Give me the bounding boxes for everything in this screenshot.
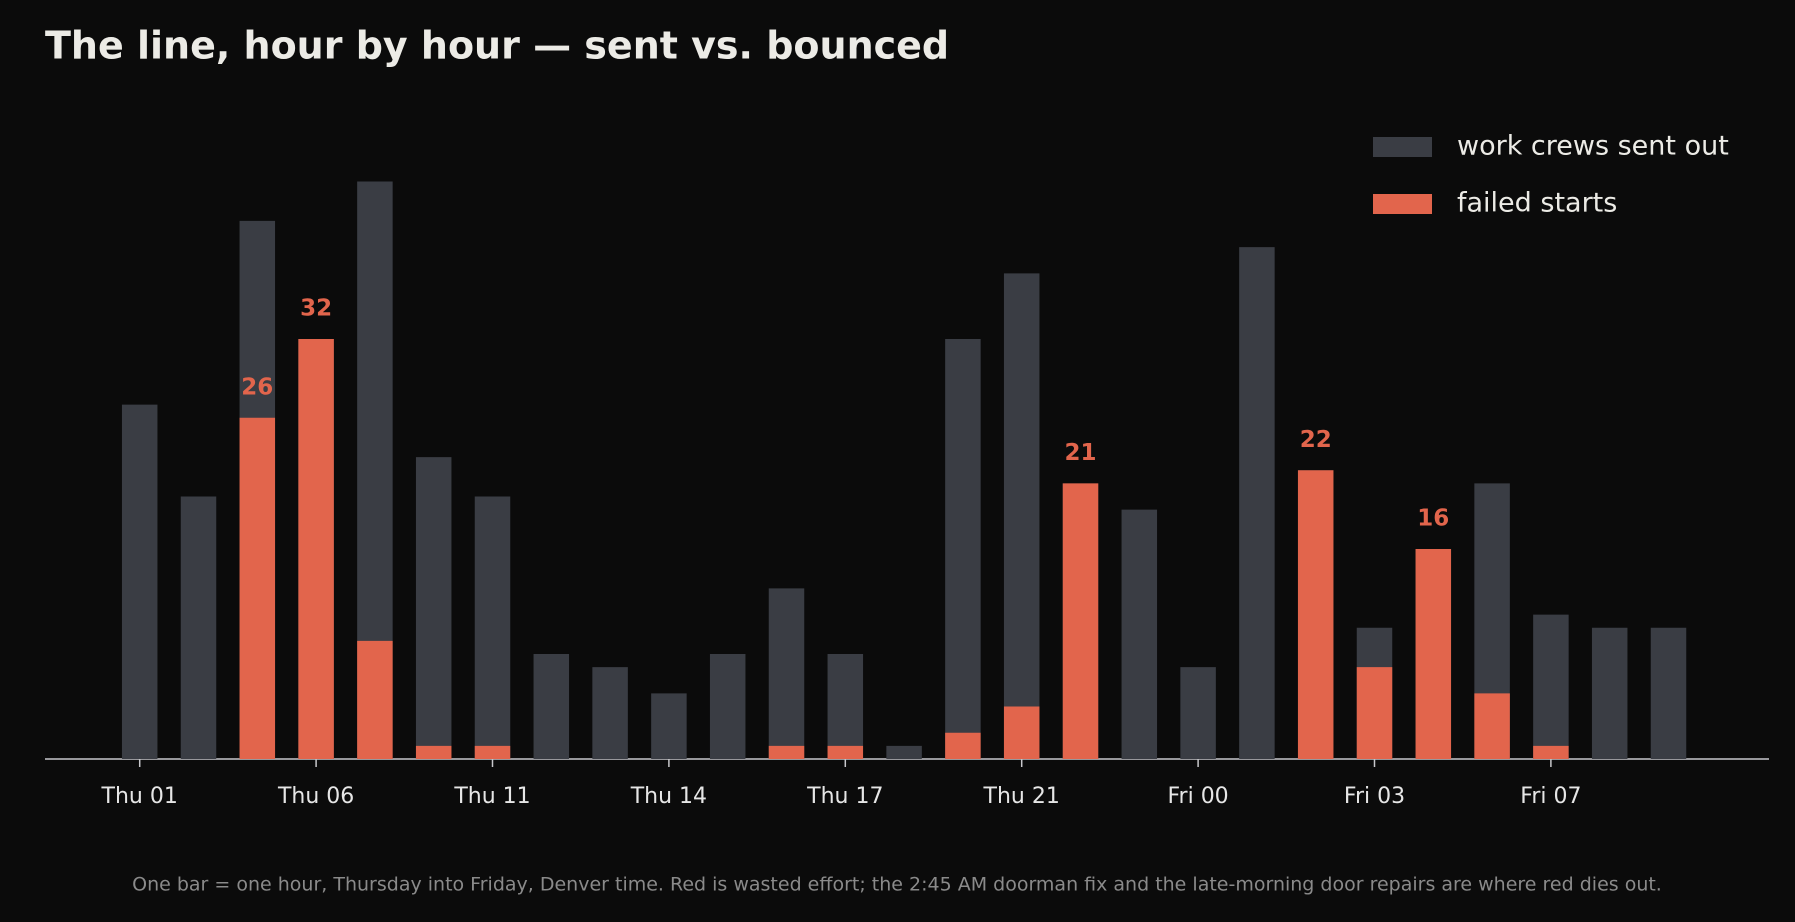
bar	[357, 640, 393, 759]
bar	[1121, 509, 1158, 759]
bar	[1003, 273, 1040, 759]
bar	[1474, 693, 1510, 759]
bar	[886, 745, 922, 759]
bar	[415, 457, 452, 759]
bar	[533, 654, 570, 759]
bar	[709, 654, 746, 759]
x-tick-label: Thu 01	[101, 784, 178, 809]
x-tick-label: Thu 11	[453, 784, 530, 809]
bar	[1650, 627, 1687, 759]
bar	[827, 654, 864, 759]
bar	[415, 745, 452, 759]
legend-label: work crews sent out	[1457, 131, 1729, 162]
data-label: 22	[1300, 427, 1332, 453]
bar	[1533, 614, 1569, 759]
bar	[474, 496, 511, 759]
bar	[651, 693, 687, 759]
bar	[768, 745, 805, 759]
legend-label: failed starts	[1457, 188, 1617, 219]
bar	[1180, 667, 1216, 759]
x-tick-label: Fri 07	[1520, 784, 1581, 809]
data-label: 26	[241, 374, 273, 400]
bar	[827, 745, 864, 759]
bar	[1415, 549, 1452, 759]
bar	[768, 588, 805, 759]
x-tick-label: Fri 03	[1344, 784, 1405, 809]
bar	[298, 339, 334, 759]
bar	[121, 404, 158, 759]
bar	[1003, 706, 1040, 759]
bar	[592, 667, 628, 759]
bar	[945, 339, 981, 759]
chart-title: The line, hour by hour — sent vs. bounce…	[45, 24, 949, 68]
data-label: 32	[300, 296, 332, 322]
bar	[1533, 745, 1569, 759]
x-tick-label: Fri 00	[1167, 784, 1228, 809]
legend-swatch	[1373, 194, 1432, 214]
x-tick-label: Thu 14	[630, 784, 707, 809]
bar	[239, 417, 276, 759]
bar	[180, 496, 217, 759]
x-tick-label: Thu 21	[983, 784, 1060, 809]
bar	[1356, 667, 1393, 759]
bar	[1297, 470, 1334, 759]
footnote: One bar = one hour, Thursday into Friday…	[132, 874, 1662, 896]
x-tick-label: Thu 17	[806, 784, 883, 809]
bar	[945, 732, 981, 759]
data-label: 16	[1417, 506, 1449, 532]
data-label: 21	[1064, 440, 1096, 466]
bar	[1239, 247, 1275, 759]
bar	[474, 745, 511, 759]
bar	[1062, 483, 1099, 759]
legend-swatch	[1373, 137, 1432, 157]
x-tick-label: Thu 06	[277, 784, 354, 809]
bar	[1591, 627, 1628, 759]
